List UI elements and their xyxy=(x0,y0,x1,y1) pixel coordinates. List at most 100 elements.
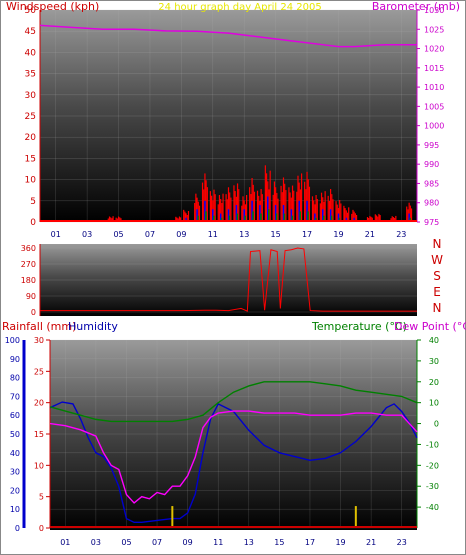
compass-label: N xyxy=(433,237,442,251)
rain-x-tick-label: 23 xyxy=(397,538,407,547)
baro-tick-label: 985 xyxy=(424,179,439,188)
rain-x-tick-label: 17 xyxy=(305,538,315,547)
wind-x-tick-label: 07 xyxy=(145,230,155,239)
rain-tick-label: 25 xyxy=(34,367,44,376)
wind-tick-label: 30 xyxy=(25,91,37,101)
baro-tick-label: 1025 xyxy=(424,25,444,34)
barometer-label: Barometer (mb) xyxy=(372,0,460,13)
humidity-label: Humidity xyxy=(68,320,118,333)
wind-x-tick-label: 11 xyxy=(208,230,218,239)
wind-x-tick-label: 19 xyxy=(333,230,343,239)
rainfall-axis: 0 5 10 15 20 25 30 xyxy=(34,336,51,533)
humidity-axis: 0 10 20 30 40 50 60 70 80 90 100 xyxy=(5,336,26,533)
rain-tick-label: 30 xyxy=(34,336,44,345)
direction-left-axis: 0 90 180 270 360 xyxy=(21,244,41,317)
compass-label: W xyxy=(431,253,443,267)
baro-tick-label: 975 xyxy=(424,218,439,227)
temp-tick-label: 10 xyxy=(429,399,439,408)
baro-tick-label: 1000 xyxy=(424,122,444,131)
wind-tick-label: 50 xyxy=(25,6,37,16)
temp-tick-label: -40 xyxy=(426,503,439,512)
wind-x-tick-label: 13 xyxy=(239,230,249,239)
rain-panel-bg xyxy=(50,340,417,530)
wind-tick-label: 40 xyxy=(25,48,37,58)
baro-tick-label: 1015 xyxy=(424,64,444,73)
humidity-tick-label: 50 xyxy=(10,430,20,439)
temp-tick-label: -20 xyxy=(426,461,439,470)
rain-tick-label: 15 xyxy=(34,430,44,439)
wind-panel-bg xyxy=(40,10,417,222)
rain-marks xyxy=(49,381,418,528)
wind-left-axis: 0 5 10 15 20 25 30 35 40 45 50 xyxy=(25,6,41,228)
humidity-tick-label: 10 xyxy=(10,505,20,514)
rain-x-tick-label: 03 xyxy=(91,538,101,547)
baro-tick-label: 1005 xyxy=(424,102,444,111)
rain-tick-label: 0 xyxy=(39,524,44,533)
wind-x-tick-label: 05 xyxy=(113,230,123,239)
humidity-tick-label: 20 xyxy=(10,486,20,495)
temp-tick-label: -30 xyxy=(426,482,439,491)
humidity-tick-label: 70 xyxy=(10,392,20,401)
humidity-tick-label: 90 xyxy=(10,355,20,364)
dewpoint-label: Dew Point (°C) xyxy=(394,320,466,333)
rain-x-tick-label: 11 xyxy=(213,538,223,547)
temp-tick-label: 0 xyxy=(434,420,439,429)
wind-x-axis: 01 03 05 07 09 11 13 15 17 19 21 23 xyxy=(51,230,407,239)
rain-x-tick-label: 07 xyxy=(152,538,162,547)
rain-tick-label: 10 xyxy=(34,461,44,470)
temp-tick-label: -10 xyxy=(426,440,439,449)
rain-x-tick-label: 05 xyxy=(121,538,131,547)
dewpoint-line xyxy=(49,410,418,504)
wind-tick-label: 0 xyxy=(30,218,36,228)
baro-tick-label: 1010 xyxy=(424,83,444,92)
rain-x-tick-label: 21 xyxy=(366,538,376,547)
temperature-line xyxy=(49,381,418,423)
rainfall-label: Rainfall (mm) xyxy=(2,320,76,333)
humidity-tick-label: 40 xyxy=(10,449,20,458)
wind-x-tick-label: 03 xyxy=(82,230,92,239)
temp-tick-label: 40 xyxy=(429,336,439,345)
wind-x-tick-label: 21 xyxy=(365,230,375,239)
dir-tick-label: 360 xyxy=(21,244,36,253)
wind-tick-label: 45 xyxy=(25,27,36,37)
baro-tick-label: 995 xyxy=(424,141,439,150)
humidity-tick-label: 80 xyxy=(10,374,20,383)
dir-tick-label: 90 xyxy=(26,292,36,301)
dir-tick-label: 270 xyxy=(21,260,36,269)
baro-tick-label: 990 xyxy=(424,160,439,169)
compass-label: E xyxy=(433,285,441,299)
dir-tick-label: 0 xyxy=(31,308,36,317)
rain-panel-grid xyxy=(50,339,417,529)
baro-tick-label: 1020 xyxy=(424,45,444,54)
wind-panel-grid xyxy=(40,9,417,223)
rain-x-tick-label: 15 xyxy=(274,538,284,547)
baro-tick-label: 1030 xyxy=(424,6,444,15)
temperature-label: Temperature (°C) xyxy=(311,320,407,333)
windspeed-label: Windspeed (kph) xyxy=(6,0,99,13)
wind-x-tick-label: 23 xyxy=(396,230,406,239)
rain-tick-label: 5 xyxy=(39,493,44,502)
rain-x-tick-label: 09 xyxy=(183,538,193,547)
wind-tick-label: 15 xyxy=(25,154,36,164)
barometer-line xyxy=(39,24,417,48)
center-title: 24 hour graph day April 24 2005 xyxy=(158,2,321,13)
rain-x-tick-label: 01 xyxy=(60,538,70,547)
wind-marks xyxy=(39,24,417,222)
compass-label: S xyxy=(433,269,441,283)
dir-tick-label: 180 xyxy=(21,276,36,285)
humidity-tick-label: 30 xyxy=(10,468,20,477)
wind-tick-label: 20 xyxy=(25,133,37,143)
humidity-tick-label: 100 xyxy=(5,336,20,345)
wind-tick-label: 25 xyxy=(25,112,36,122)
temp-tick-label: 30 xyxy=(429,357,439,366)
rain-x-axis: 01 03 05 07 09 11 13 15 17 19 21 23 xyxy=(60,538,407,547)
wind-x-tick-label: 09 xyxy=(176,230,186,239)
temp-tick-label: 20 xyxy=(429,378,439,387)
humidity-tick-label: 60 xyxy=(10,411,20,420)
direction-panel-bg xyxy=(40,244,417,316)
wind-x-tick-label: 01 xyxy=(51,230,61,239)
wind-direction-line xyxy=(40,247,417,312)
wind-x-tick-label: 15 xyxy=(271,230,281,239)
compass-label: N xyxy=(433,301,442,315)
